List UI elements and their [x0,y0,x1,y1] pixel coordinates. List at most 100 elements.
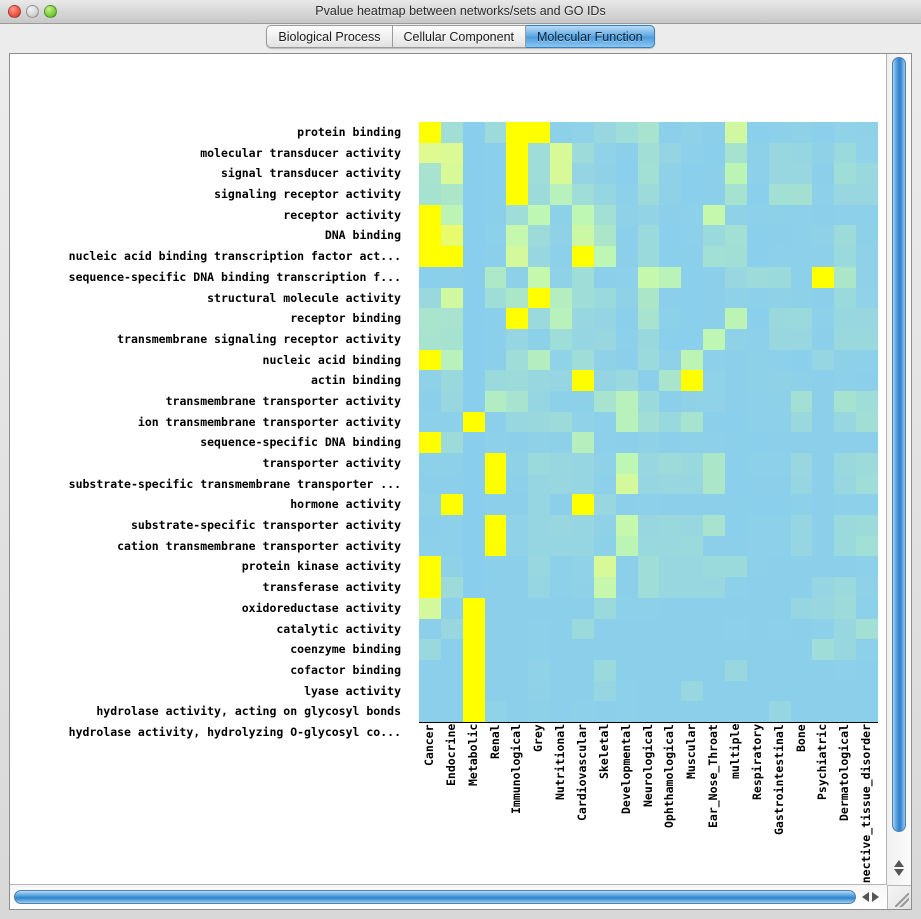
heatmap-cell[interactable] [768,432,791,454]
heatmap-cell[interactable] [746,266,769,288]
heatmap-cell[interactable] [681,390,704,412]
heatmap-cell[interactable] [550,535,572,557]
heatmap-cell[interactable] [506,473,529,495]
heatmap-cell[interactable] [462,411,485,433]
heatmap-cell[interactable] [419,370,441,391]
heatmap-cell[interactable] [528,411,551,433]
heatmap-cell[interactable] [572,473,594,495]
heatmap-cell[interactable] [462,349,485,371]
heatmap-cell[interactable] [790,659,813,681]
heatmap-cell[interactable] [790,515,813,536]
heatmap-cell[interactable] [725,370,747,391]
heatmap-cell[interactable] [768,535,791,557]
heatmap-cell[interactable] [440,246,463,267]
heatmap-cell[interactable] [615,680,638,702]
heatmap-cell[interactable] [615,597,638,619]
heatmap-cell[interactable] [812,246,835,267]
heatmap-cell[interactable] [790,308,813,329]
heatmap-cell[interactable] [812,411,835,433]
heatmap-cell[interactable] [812,577,835,598]
heatmap-cell[interactable] [484,701,507,722]
heatmap-cell[interactable] [812,184,835,205]
heatmap-cell[interactable] [659,597,682,619]
heatmap-cell[interactable] [746,680,769,702]
heatmap-cell[interactable] [593,659,616,681]
heatmap-cell[interactable] [615,535,638,557]
heatmap-cell[interactable] [593,473,616,495]
heatmap-cell[interactable] [572,163,594,185]
heatmap-cell[interactable] [528,680,551,702]
heatmap-cell[interactable] [550,246,572,267]
heatmap-cell[interactable] [615,432,638,454]
heatmap-cell[interactable] [746,287,769,309]
heatmap-cell[interactable] [681,453,704,474]
heatmap-cell[interactable] [593,390,616,412]
heatmap-cell[interactable] [746,163,769,185]
heatmap-cell[interactable] [440,370,463,391]
heatmap-cell[interactable] [856,266,878,288]
heatmap-cell[interactable] [593,163,616,185]
heatmap-cell[interactable] [768,390,791,412]
heatmap-cell[interactable] [659,701,682,722]
heatmap-cell[interactable] [550,142,572,164]
heatmap-cell[interactable] [419,701,441,722]
heatmap-cell[interactable] [768,639,791,660]
heatmap-cell[interactable] [419,577,441,598]
heatmap-cell[interactable] [593,618,616,640]
heatmap-cell[interactable] [550,556,572,578]
heatmap-cell[interactable] [637,494,660,516]
heatmap-cell[interactable] [462,122,485,143]
heatmap-cell[interactable] [725,266,747,288]
heatmap-cell[interactable] [703,556,725,578]
heatmap-cell[interactable] [681,349,704,371]
heatmap-cell[interactable] [746,142,769,164]
heatmap-cell[interactable] [834,597,857,619]
heatmap-cell[interactable] [725,618,747,640]
heatmap-cell[interactable] [550,390,572,412]
heatmap-cell[interactable] [506,349,529,371]
heatmap-cell[interactable] [615,370,638,391]
heatmap-cell[interactable] [834,515,857,536]
heatmap-cell[interactable] [856,515,878,536]
heatmap-cell[interactable] [593,308,616,329]
heatmap-cell[interactable] [462,225,485,247]
heatmap-cell[interactable] [659,535,682,557]
heatmap-cell[interactable] [834,659,857,681]
heatmap-cell[interactable] [615,246,638,267]
heatmap-cell[interactable] [746,184,769,205]
heatmap-cell[interactable] [703,432,725,454]
heatmap-cell[interactable] [572,184,594,205]
heatmap-cell[interactable] [768,494,791,516]
heatmap-cell[interactable] [615,515,638,536]
heatmap-cell[interactable] [440,411,463,433]
heatmap-cell[interactable] [572,204,594,226]
heatmap-cell[interactable] [550,494,572,516]
heatmap-cell[interactable] [725,473,747,495]
heatmap-cell[interactable] [725,163,747,185]
heatmap-cell[interactable] [768,142,791,164]
heatmap-cell[interactable] [790,618,813,640]
heatmap-cell[interactable] [834,184,857,205]
heatmap-cell[interactable] [812,287,835,309]
heatmap-cell[interactable] [440,659,463,681]
heatmap-cell[interactable] [790,473,813,495]
heatmap-cell[interactable] [593,184,616,205]
heatmap-cell[interactable] [659,204,682,226]
heatmap-cell[interactable] [484,680,507,702]
resize-grip-icon[interactable] [895,893,909,907]
heatmap-cell[interactable] [725,556,747,578]
heatmap-cell[interactable] [593,142,616,164]
heatmap-cell[interactable] [856,680,878,702]
heatmap-cell[interactable] [725,577,747,598]
heatmap-cell[interactable] [768,473,791,495]
heatmap-cell[interactable] [812,163,835,185]
heatmap-cell[interactable] [768,287,791,309]
heatmap-cell[interactable] [550,432,572,454]
heatmap-cell[interactable] [528,349,551,371]
heatmap-cell[interactable] [550,411,572,433]
heatmap-cell[interactable] [637,680,660,702]
heatmap-cell[interactable] [856,390,878,412]
heatmap-cell[interactable] [528,390,551,412]
heatmap-cell[interactable] [484,659,507,681]
heatmap-cell[interactable] [572,535,594,557]
